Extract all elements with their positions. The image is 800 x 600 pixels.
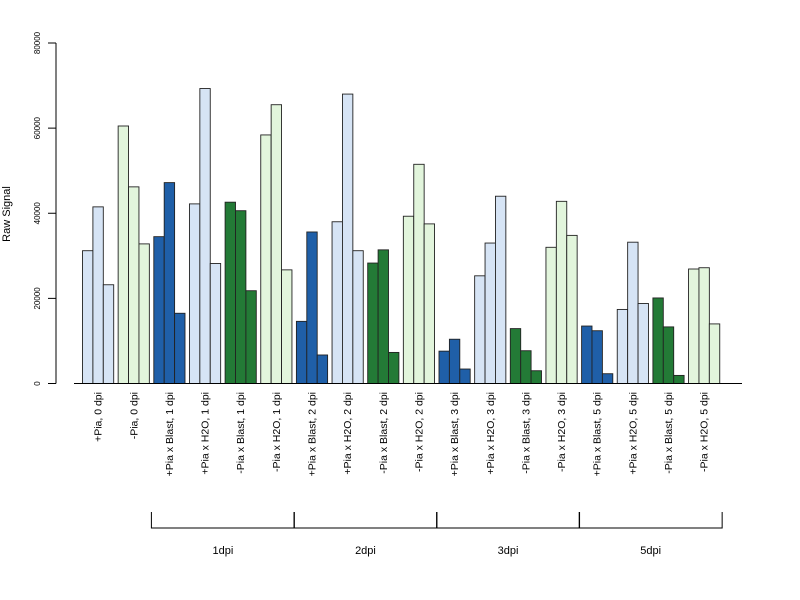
bar bbox=[128, 186, 140, 384]
group-label: 5dpi bbox=[640, 545, 661, 557]
bar bbox=[581, 325, 593, 384]
x-tick-label: -Pia x H2O, 5 dpi bbox=[699, 392, 711, 472]
bar bbox=[163, 182, 176, 384]
group-bracket bbox=[293, 512, 438, 529]
bar bbox=[530, 370, 542, 384]
bar bbox=[331, 221, 343, 384]
bar bbox=[402, 215, 415, 384]
y-axis-title: Raw Signal bbox=[1, 186, 13, 242]
group-label: 2dpi bbox=[355, 545, 376, 557]
bar bbox=[117, 125, 130, 384]
x-tick-label: +Pia x H2O, 3 dpi bbox=[485, 392, 497, 475]
x-tick-label: -Pia x H2O, 3 dpi bbox=[556, 392, 568, 472]
category-labels: +Pia, 0 dpi -Pia, 0 dpi +Pia x Blast, 1 dp… bbox=[93, 392, 711, 476]
bar bbox=[637, 303, 649, 384]
bar bbox=[601, 373, 614, 384]
x-tick-label: -Pia x H2O, 1 dpi bbox=[271, 392, 283, 472]
bar bbox=[388, 351, 400, 384]
group-label: 3dpi bbox=[498, 545, 519, 557]
group-bracket bbox=[436, 512, 581, 529]
bar bbox=[367, 262, 379, 384]
x-tick-label: -Pia x Blast, 1 dpi bbox=[235, 392, 247, 474]
x-tick-label: +Pia x H2O, 5 dpi bbox=[627, 392, 639, 475]
x-tick-label: -Pia x Blast, 2 dpi bbox=[378, 392, 390, 474]
bar bbox=[555, 200, 568, 384]
bar bbox=[520, 350, 532, 384]
bar bbox=[138, 243, 150, 384]
y-tick-label: 40000 bbox=[33, 202, 42, 225]
bar bbox=[627, 241, 639, 384]
bar bbox=[188, 203, 201, 384]
x-tick-label: +Pia x Blast, 5 dpi bbox=[592, 392, 604, 476]
bar bbox=[688, 268, 700, 384]
bar bbox=[616, 308, 629, 384]
x-tick-label: -Pia x Blast, 5 dpi bbox=[663, 392, 675, 474]
bar bbox=[662, 326, 675, 384]
bar bbox=[102, 284, 115, 384]
bar bbox=[224, 201, 236, 384]
bar bbox=[174, 312, 186, 384]
bar bbox=[245, 290, 257, 384]
x-tick-label: +Pia x Blast, 1 dpi bbox=[164, 392, 176, 476]
x-tick-label: -Pia x Blast, 3 dpi bbox=[520, 392, 532, 474]
y-tick-label: 60000 bbox=[33, 116, 42, 139]
bar bbox=[566, 234, 578, 384]
bar bbox=[438, 350, 450, 384]
group-brackets: 1dpi 2dpi 3dpi 5dpi bbox=[150, 512, 723, 557]
x-tick-label: +Pia x H2O, 2 dpi bbox=[342, 392, 354, 475]
x-tick-label: +Pia x Blast, 3 dpi bbox=[449, 392, 461, 476]
bar bbox=[509, 328, 522, 384]
bar bbox=[235, 210, 247, 384]
bar bbox=[591, 330, 603, 384]
y-axis: 0 20000 40000 60000 80000 bbox=[33, 31, 57, 386]
bar bbox=[459, 368, 471, 384]
bar bbox=[199, 88, 211, 384]
bar bbox=[281, 269, 293, 384]
bars bbox=[82, 88, 721, 384]
bar bbox=[270, 104, 282, 384]
bar bbox=[474, 275, 486, 384]
group-label: 1dpi bbox=[212, 545, 233, 557]
bar bbox=[316, 354, 329, 384]
group-bracket bbox=[578, 512, 723, 529]
y-tick-label: 0 bbox=[33, 381, 42, 386]
bar bbox=[545, 246, 557, 384]
bar bbox=[413, 163, 425, 384]
x-tick-label: +Pia x H2O, 1 dpi bbox=[200, 392, 212, 475]
bar bbox=[652, 297, 664, 384]
x-tick-label: +Pia x Blast, 2 dpi bbox=[307, 392, 319, 476]
bar bbox=[708, 323, 721, 384]
bar bbox=[306, 231, 318, 384]
bar bbox=[673, 374, 685, 384]
bar bbox=[209, 263, 222, 384]
y-tick-label: 80000 bbox=[33, 31, 42, 54]
bar bbox=[295, 320, 308, 384]
bar bbox=[377, 249, 389, 384]
bar bbox=[82, 250, 94, 384]
bar bbox=[153, 236, 165, 384]
y-tick-label: 20000 bbox=[33, 287, 42, 310]
bar bbox=[698, 267, 710, 384]
bar bbox=[423, 223, 435, 384]
bar bbox=[92, 206, 104, 384]
x-tick-label: -Pia, 0 dpi bbox=[128, 392, 140, 439]
bar bbox=[260, 134, 272, 384]
x-tick-label: +Pia, 0 dpi bbox=[93, 392, 105, 442]
x-tick-label: -Pia x H2O, 2 dpi bbox=[413, 392, 425, 472]
bar bbox=[484, 242, 496, 384]
bar bbox=[352, 250, 364, 384]
group-bracket bbox=[150, 512, 295, 529]
bar bbox=[495, 195, 507, 384]
bar bbox=[448, 338, 461, 384]
bar bbox=[342, 93, 354, 384]
